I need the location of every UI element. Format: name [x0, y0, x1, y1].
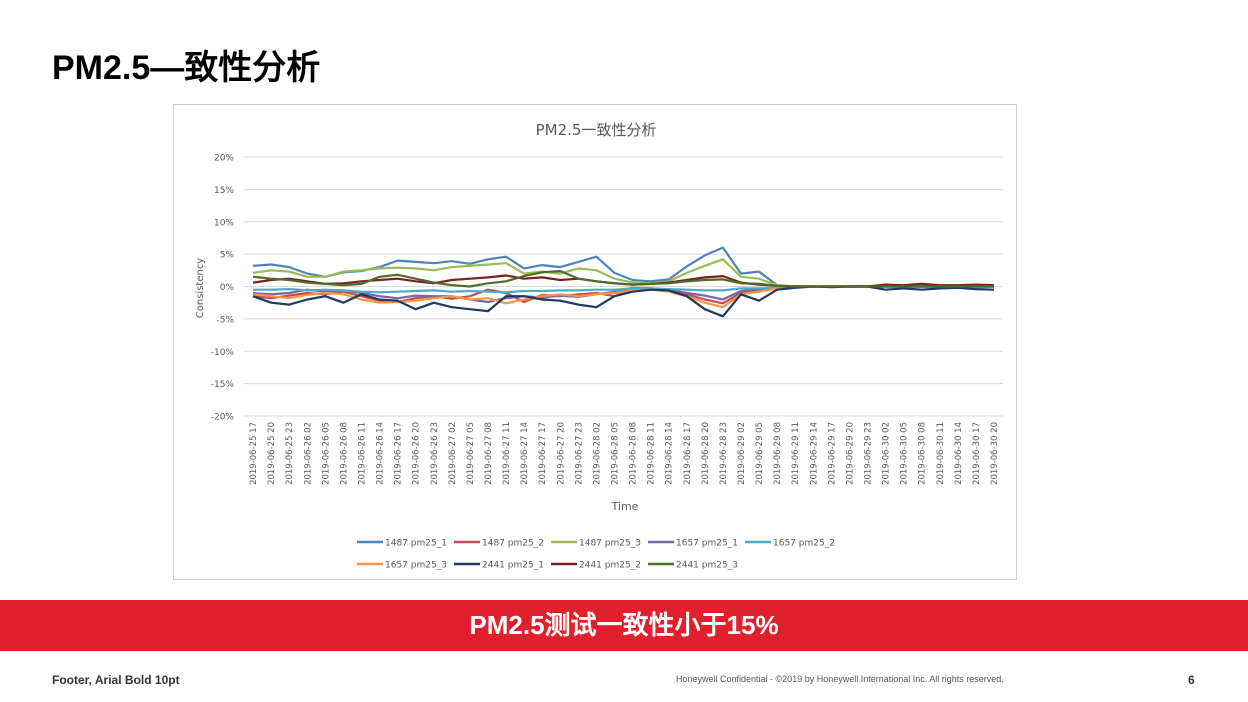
legend-label: 2441 pm25_2 — [579, 561, 641, 571]
x-tick-label: 2019-06-25 23 — [285, 422, 295, 485]
footer-text: Footer, Arial Bold 10pt — [52, 673, 180, 687]
x-tick-label: 2019-06-28 11 — [647, 422, 657, 485]
legend-item: 2441 pm25_3 — [648, 561, 738, 571]
consistency-line-chart: PM2.5一致性分析 Consistency Time 20% 15% 10% 5% 0… — [195, 121, 1003, 571]
y-tick-label: 10% — [214, 218, 234, 228]
y-tick-label: -10% — [211, 348, 235, 358]
x-tick-label: 2019-06-26 20 — [412, 422, 422, 485]
legend-item: 1487 pm25_3 — [551, 539, 641, 549]
legend-label: 1657 pm25_1 — [676, 539, 738, 549]
x-tick-label: 2019-06-26 11 — [357, 422, 367, 485]
x-tick-label: 2019-06-27 23 — [574, 422, 584, 485]
x-tick-label: 2019-06-28 02 — [592, 422, 602, 485]
legend-label: 1487 pm25_2 — [482, 539, 544, 549]
slide-title: PM2.5—致性分析 — [52, 49, 321, 87]
y-tick-label: 15% — [214, 186, 234, 196]
x-tick-label: 2019-06-29 17 — [827, 422, 837, 485]
x-tick-label: 2019-06-28 05 — [610, 422, 620, 485]
legend-item: 2441 pm25_1 — [454, 561, 544, 571]
legend-label: 1657 pm25_2 — [773, 539, 835, 549]
y-tick-label: -5% — [216, 315, 234, 325]
confidential-notice: Honeywell Confidential - ©2019 by Honeyw… — [676, 674, 1004, 684]
legend-item: 1657 pm25_3 — [357, 561, 447, 571]
x-tick-label: 2019-06-27 20 — [556, 422, 566, 485]
x-tick-label: 2019-06-28 17 — [683, 422, 693, 485]
x-tick-label: 2019-06-29 14 — [809, 422, 819, 485]
x-tick-label: 2019-06-27 17 — [538, 422, 548, 485]
x-tick-label: 2019-06-29 05 — [755, 422, 765, 485]
x-tick-label: 2019-06-30 05 — [900, 422, 910, 485]
x-tick-label: 2019-06-28 08 — [629, 422, 639, 485]
conclusion-banner: PM2.5测试一致性小于15% — [0, 600, 1248, 651]
x-tick-label: 2019-06-29 20 — [845, 422, 855, 485]
x-tick-label: 2019-06-30 11 — [936, 422, 946, 485]
x-axis-label: Time — [611, 500, 639, 513]
legend-item: 1657 pm25_2 — [745, 539, 835, 549]
chart-frame: PM2.5一致性分析 Consistency Time 20% 15% 10% 5% 0… — [173, 104, 1017, 580]
page-number: 6 — [1188, 673, 1195, 687]
x-tick-label: 2019-06-28 20 — [701, 422, 711, 485]
x-tick-label: 2019-06-27 08 — [484, 422, 494, 485]
y-tick-label: -20% — [211, 413, 235, 423]
x-tick-label: 2019-06-27 11 — [502, 422, 512, 485]
x-tick-label: 2019-06-26 23 — [430, 422, 440, 485]
chart-title: PM2.5一致性分析 — [536, 121, 657, 139]
y-axis-label: Consistency — [195, 258, 206, 319]
x-tick-label: 2019-06-25 20 — [267, 422, 277, 485]
legend-label: 1487 pm25_3 — [579, 539, 641, 549]
y-tick-label: 20% — [214, 154, 234, 164]
x-tick-label: 2019-06-28 23 — [719, 422, 729, 485]
x-tick-label: 2019-06-29 08 — [773, 422, 783, 485]
legend-label: 1657 pm25_3 — [385, 561, 447, 571]
x-tick-label: 2019-06-26 05 — [321, 422, 331, 485]
x-tick-label: 2019-06-26 08 — [339, 422, 349, 485]
x-tick-label: 2019-06-26 14 — [376, 422, 386, 485]
x-tick-label: 2019-06-30 08 — [918, 422, 928, 485]
x-tick-label: 2019-06-26 17 — [394, 422, 404, 485]
y-tick-label: -15% — [211, 380, 235, 390]
x-tick-label: 2019-06-27 14 — [520, 422, 530, 485]
x-tick-label: 2019-06-27 05 — [466, 422, 476, 485]
legend-label: 1487 pm25_1 — [385, 539, 447, 549]
x-tick-label: 2019-06-27 02 — [448, 422, 458, 485]
x-tick-label: 2019-06-29 02 — [737, 422, 747, 485]
legend: 1487 pm25_1 1487 pm25_2 1487 pm25_3 1657 pm… — [357, 539, 835, 571]
x-tick-label: 2019-06-30 02 — [882, 422, 892, 485]
x-tick-label: 2019-06-30 17 — [972, 422, 982, 485]
y-tick-labels: 20% 15% 10% 5% 0% -5% -10% -15% -20% — [211, 154, 235, 423]
x-tick-label: 2019-06-30 20 — [990, 422, 1000, 485]
x-tick-label: 2019-06-28 14 — [665, 422, 675, 485]
x-tick-label: 2019-06-29 23 — [863, 422, 873, 485]
series-lines — [252, 246, 995, 318]
y-tick-label: 5% — [220, 251, 235, 261]
series-line-2441-pm25_3 — [252, 269, 994, 288]
x-tick-label: 2019-06-30 14 — [954, 422, 964, 485]
x-tick-label: 2019-06-26 02 — [303, 422, 313, 485]
legend-label: 2441 pm25_1 — [482, 561, 544, 571]
banner-text: PM2.5测试一致性小于15% — [469, 610, 779, 640]
legend-item: 2441 pm25_2 — [551, 561, 641, 571]
legend-item: 1487 pm25_1 — [357, 539, 447, 549]
x-tick-label: 2019-06-25 17 — [249, 422, 259, 485]
y-tick-label: 0% — [220, 283, 235, 293]
legend-label: 2441 pm25_3 — [676, 561, 738, 571]
x-tick-label: 2019-06-29 11 — [791, 422, 801, 485]
legend-item: 1487 pm25_2 — [454, 539, 544, 549]
gridlines — [244, 156, 1003, 417]
x-tick-labels: 2019-06-25 17 2019-06-25 20 2019-06-25 23 2… — [249, 422, 1000, 485]
legend-item: 1657 pm25_1 — [648, 539, 738, 549]
